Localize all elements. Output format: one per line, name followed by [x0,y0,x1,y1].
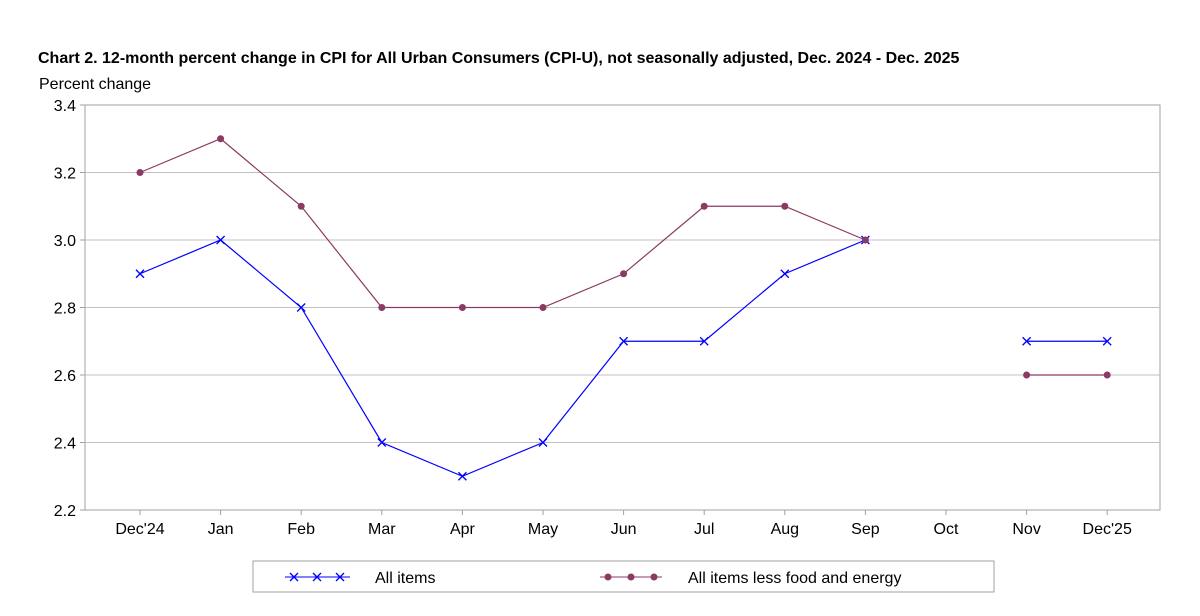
data-point [539,304,547,311]
data-point [457,471,467,481]
series-line [139,138,866,309]
data-point [1023,371,1031,379]
data-point [135,269,145,279]
data-point [781,202,789,210]
legend-marker [335,572,345,582]
y-axis-label: Percent change [39,76,152,93]
legend-marker [650,573,658,581]
data-point [217,135,225,143]
legend-marker [312,572,322,582]
legend-label-all-items-less-food-and-energy: All items less food and energy [688,570,901,587]
y-tick-label: 3.4 [54,98,76,115]
x-tick-label: Dec'24 [115,521,164,538]
data-point [1102,336,1112,346]
data-point [699,336,709,346]
gridlines [85,172,1160,443]
data-point [378,304,386,311]
legend-label-all-items: All items [375,570,435,587]
y-tick-label: 2.6 [54,368,76,385]
x-tick-label: Dec'25 [1083,521,1132,538]
data-point [458,304,466,311]
legend-item-all-items-less-food-and-energy: All items less food and energy [600,570,901,587]
legend-marker [289,572,299,582]
x-tick-label: Aug [771,521,799,538]
y-tick-label: 2.2 [54,503,76,520]
data-point [861,236,869,244]
legend: All items All items less food and energy [252,560,995,593]
data-point [620,270,628,278]
data-point [296,303,306,312]
x-tick-label: Mar [368,521,396,538]
legend-marker [604,573,612,581]
data-point [216,235,226,245]
data-point [136,169,144,176]
data-point [780,269,790,279]
series-line [139,239,866,477]
x-axis-ticks: Dec'24 Jan Feb Mar Apr May Jun Jul Aug Sep Oct Nov D… [115,510,1132,538]
x-tick-label: Oct [934,521,959,538]
legend-marker [627,573,635,581]
x-tick-label: Nov [1012,521,1040,538]
y-tick-label: 3.2 [54,166,76,183]
legend-item-all-items: All items [285,570,435,587]
data-point [700,202,708,210]
data-point [297,202,305,210]
y-axis-ticks: 2.2 2.4 2.6 2.8 3.0 3.2 3.4 [54,98,85,520]
x-tick-label: Jul [694,521,714,538]
series-all-items [135,235,1112,481]
x-tick-label: Apr [450,521,476,538]
series-all-items-less-food-and-energy [136,135,1111,379]
data-point [538,438,548,447]
y-tick-label: 3.0 [54,233,76,250]
x-tick-label: Feb [287,521,315,538]
data-point [619,336,629,346]
chart-title: Chart 2. 12-month percent change in CPI … [38,50,960,67]
data-point [1022,336,1032,346]
data-point [1103,371,1111,379]
x-tick-label: Jun [611,521,637,538]
y-tick-label: 2.4 [54,436,76,453]
x-tick-label: Jan [208,521,234,538]
x-tick-label: May [528,521,558,538]
data-point [377,438,387,447]
x-tick-label: Sep [851,521,880,538]
y-tick-label: 2.8 [54,301,76,318]
series [135,135,1112,481]
